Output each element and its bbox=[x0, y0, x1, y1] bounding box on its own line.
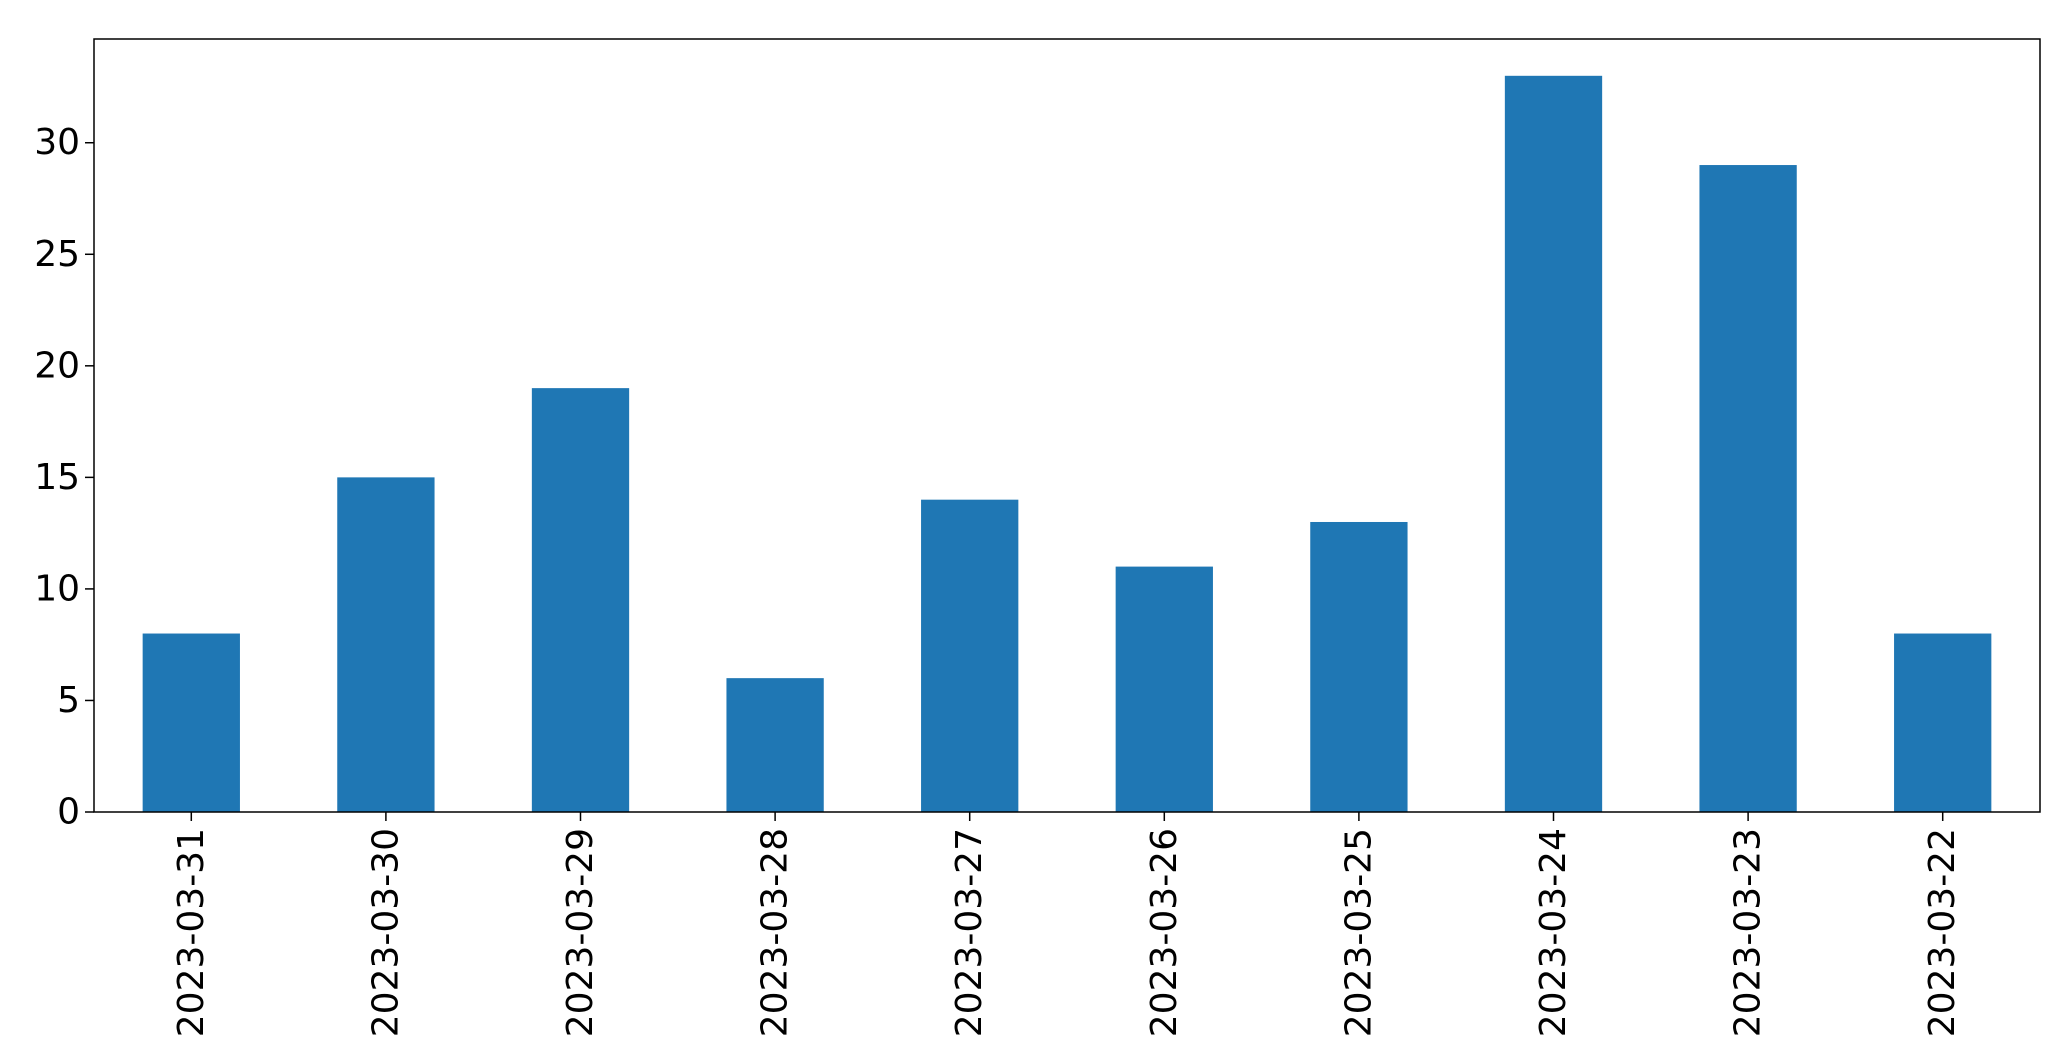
plot-area-frame bbox=[93, 38, 2041, 813]
x-tick-label: 2023-03-31 bbox=[171, 828, 212, 1037]
bar-2023-03-29 bbox=[531, 388, 630, 812]
y-tick-label: 30 bbox=[34, 122, 80, 163]
bar-2023-03-31 bbox=[142, 633, 240, 812]
y-tick-label: 0 bbox=[57, 792, 80, 833]
x-tick-label: 2023-03-27 bbox=[949, 828, 990, 1037]
bar-2023-03-30 bbox=[337, 477, 435, 812]
bar-2023-03-24 bbox=[1504, 75, 1603, 813]
x-tick-label: 2023-03-28 bbox=[755, 828, 796, 1037]
x-tick-label: 2023-03-22 bbox=[1922, 828, 1963, 1037]
x-tick-label: 2023-03-23 bbox=[1728, 828, 1769, 1037]
y-tick-label: 5 bbox=[57, 680, 80, 721]
y-axis: 0 5 10 15 20 25 30 bbox=[34, 122, 94, 833]
x-tick-label: 2023-03-30 bbox=[365, 828, 406, 1037]
bar-2023-03-26 bbox=[1115, 566, 1213, 812]
bar-2023-03-28 bbox=[726, 678, 824, 812]
bar-2023-03-22 bbox=[1894, 633, 1992, 812]
y-tick-label: 10 bbox=[34, 568, 80, 609]
bars-group bbox=[142, 75, 1992, 813]
bar-2023-03-23 bbox=[1699, 165, 1797, 812]
x-tick-label: 2023-03-24 bbox=[1533, 828, 1574, 1037]
x-tick-label: 2023-03-29 bbox=[560, 828, 601, 1037]
y-tick-label: 20 bbox=[34, 345, 80, 386]
x-tick-label: 2023-03-25 bbox=[1338, 828, 1379, 1037]
bar-2023-03-27 bbox=[921, 499, 1019, 812]
x-axis: 2023-03-31 2023-03-30 2023-03-29 2023-03-28… bbox=[171, 812, 1963, 1037]
y-tick-label: 25 bbox=[34, 234, 80, 275]
y-tick-label: 15 bbox=[34, 457, 80, 498]
bar-2023-03-25 bbox=[1310, 521, 1408, 812]
x-tick-label: 2023-03-26 bbox=[1144, 828, 1185, 1037]
